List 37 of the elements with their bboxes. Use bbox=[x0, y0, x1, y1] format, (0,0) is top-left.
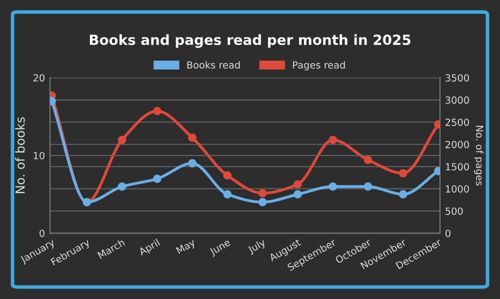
y2-tick-label: 1000 bbox=[446, 185, 469, 193]
point bbox=[188, 134, 196, 142]
point bbox=[364, 182, 372, 191]
point bbox=[328, 182, 338, 191]
point bbox=[223, 171, 232, 180]
y2-axis-title: No. of pages bbox=[474, 126, 484, 186]
y2-tick-label: 3500 bbox=[446, 74, 469, 82]
y-tick-label: 10 bbox=[34, 152, 44, 160]
point bbox=[258, 189, 267, 198]
legend-label: Pages read bbox=[293, 61, 345, 70]
point bbox=[294, 190, 302, 199]
y2-tick-label: 3000 bbox=[446, 96, 469, 104]
point bbox=[364, 156, 372, 164]
chart-title: Books and pages read per month in 2025 bbox=[90, 34, 410, 48]
point bbox=[294, 180, 302, 189]
point bbox=[188, 159, 196, 168]
y2-tick-label: 2000 bbox=[446, 140, 469, 148]
legend-label: Books read bbox=[187, 61, 240, 69]
point bbox=[398, 169, 408, 178]
y2-tick-label: 500 bbox=[446, 207, 463, 215]
y-tick-label: 20 bbox=[33, 74, 44, 82]
point bbox=[258, 198, 267, 206]
y2-tick-label: 1500 bbox=[446, 163, 469, 170]
point bbox=[118, 182, 126, 191]
y-tick-label: 0 bbox=[40, 230, 44, 238]
x-tick-label: June bbox=[208, 238, 232, 257]
point bbox=[398, 190, 408, 199]
point bbox=[152, 174, 162, 183]
y-axis-title: No. of books bbox=[15, 117, 25, 194]
y2-tick-label: 0 bbox=[446, 230, 450, 238]
x-tick-label: July bbox=[246, 238, 268, 256]
point bbox=[118, 136, 126, 144]
x-tick-label: May bbox=[176, 238, 197, 256]
point bbox=[152, 106, 162, 116]
point bbox=[328, 136, 338, 144]
y2-tick-label: 2500 bbox=[446, 118, 469, 126]
point bbox=[223, 190, 232, 199]
